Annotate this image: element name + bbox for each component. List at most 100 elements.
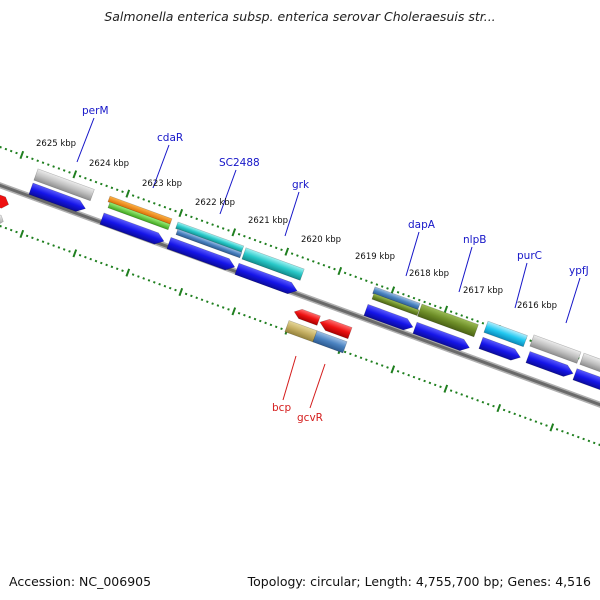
scale-tick (9, 228, 13, 232)
scale-tick (481, 400, 485, 404)
leader-line (284, 191, 300, 237)
scale-tick (380, 285, 384, 288)
leader-line (76, 117, 95, 163)
cds-arrow-reverse (319, 318, 353, 340)
scale-tick (0, 145, 2, 149)
scale-tick (36, 159, 39, 163)
scale-tick (78, 253, 82, 257)
scale-tick (545, 424, 548, 427)
scale-tick (486, 402, 490, 406)
scale-tick (52, 244, 55, 247)
leader-line (152, 144, 170, 189)
scale-tick (471, 318, 474, 321)
scale-tick (465, 395, 469, 398)
scale-tick (354, 275, 357, 279)
scale-tick (137, 275, 140, 278)
scale-tick (259, 240, 262, 244)
scale-tick (248, 236, 251, 240)
leader-line (405, 231, 420, 277)
scale-tick (174, 288, 177, 292)
scale-tick (211, 223, 214, 226)
scale-tick (115, 188, 119, 192)
scale-tick (571, 433, 575, 437)
scale-tick (301, 256, 304, 259)
scale-tick (259, 319, 262, 323)
scale-tick (587, 439, 591, 443)
scale-tick (280, 327, 283, 331)
scale-tick (365, 279, 368, 282)
scale-tick (280, 248, 283, 252)
reverse-gene-labels: bcp gcvR (272, 402, 323, 424)
scale-tick (370, 360, 373, 363)
scale-tick (365, 358, 368, 361)
scale-tick (306, 258, 310, 261)
scale-tick (216, 225, 220, 228)
scale-tick (100, 182, 103, 186)
scale-tick (110, 186, 114, 190)
scale-tick (15, 151, 18, 155)
scale-tick (89, 178, 92, 182)
scale-tick (264, 321, 267, 325)
scale-tick (190, 215, 193, 219)
scale-tick (231, 307, 237, 316)
scale-tick (269, 244, 273, 248)
leader-line (565, 277, 581, 324)
scale-tick (243, 234, 246, 238)
scale-tick (158, 282, 161, 286)
scale-tick (359, 356, 363, 360)
scale-tick (200, 219, 204, 223)
scale-tick (89, 257, 92, 261)
scale-tick (68, 250, 71, 253)
scale-tick (443, 305, 449, 314)
scale-tick (407, 373, 410, 377)
scale-tick (539, 422, 543, 425)
scale-tick (386, 366, 389, 369)
scale-tick (19, 229, 25, 239)
scale-tick (343, 271, 347, 275)
scale-tick (423, 379, 426, 383)
cds-arrow (478, 336, 521, 361)
scale-tick (380, 364, 384, 367)
scale-tick (168, 207, 172, 211)
scale-tick (375, 362, 379, 365)
scale-tick (390, 286, 396, 295)
gene-label-perM: perM (82, 105, 109, 117)
scale-tick (443, 384, 449, 393)
gene-box-gcvR (312, 330, 348, 354)
scale-tick (184, 213, 188, 217)
scale-tick (428, 302, 432, 306)
scale-tick (72, 170, 78, 179)
scale-tick (269, 323, 273, 327)
gene-arrow (0, 190, 9, 209)
scale-tick (433, 304, 437, 308)
scale-tick (121, 269, 124, 272)
scale-tick (592, 441, 596, 445)
scale-tick (9, 149, 13, 153)
scale-label: 2620 kbp (301, 235, 341, 245)
scale-tick (412, 375, 416, 379)
gene-label-purC: purC (517, 250, 542, 262)
scale-tick (386, 287, 389, 290)
forward-gene-labels: perM cdaR SC2488 grk dapA nlpB purC ypfJ (82, 105, 589, 277)
scale-tick (524, 416, 527, 420)
cds-arrow (234, 262, 298, 295)
scale-tick (492, 404, 495, 408)
scale-tick (57, 167, 61, 170)
gene-box-SC2488 (175, 228, 243, 259)
cds-arrow (572, 368, 600, 392)
scale-tick (131, 273, 135, 276)
leader-line (458, 246, 473, 293)
gene-label-nlpB: nlpB (463, 234, 486, 246)
scale-tick (253, 317, 257, 321)
scale-tick (577, 435, 580, 439)
leader-line (219, 169, 237, 215)
gene-box-ypfJ (529, 334, 582, 364)
scale-tick (549, 423, 555, 432)
scale-tick (333, 267, 336, 271)
scale-tick (163, 205, 167, 209)
leader-line (309, 363, 326, 409)
cds-arrow (166, 237, 236, 271)
accession-text: Accession: NC_006905 (9, 574, 152, 589)
scale-tick (78, 174, 82, 178)
